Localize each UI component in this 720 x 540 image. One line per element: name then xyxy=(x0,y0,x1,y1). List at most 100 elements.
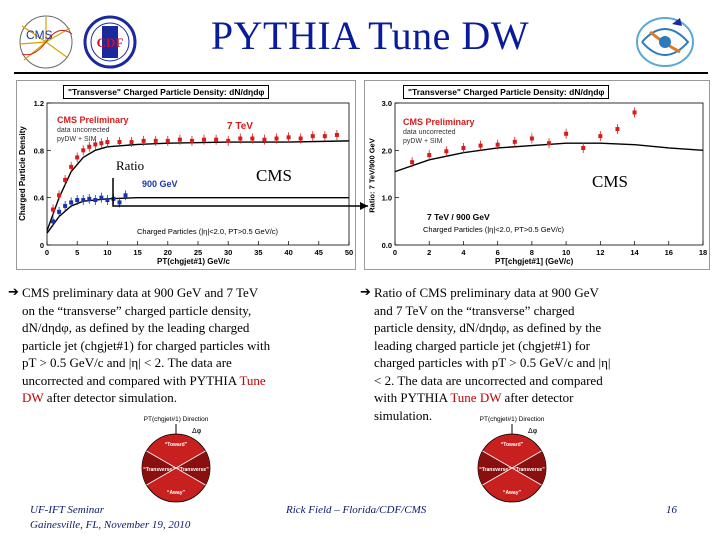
x-tick-label: 12 xyxy=(596,248,604,257)
right-bullet-line: leading charged particle jet (chgjet#1) … xyxy=(374,337,590,353)
data-point xyxy=(69,200,74,205)
right-ratio-label: 7 TeV / 900 GeV xyxy=(427,212,490,222)
transverse-region xyxy=(142,451,176,485)
data-point xyxy=(581,145,586,150)
data-point xyxy=(564,131,569,136)
data-point xyxy=(51,207,56,212)
x-tick-label: 14 xyxy=(630,248,639,257)
transverse-label: “Transverse” xyxy=(177,467,209,473)
right-bullet-line: and 7 TeV on the “transverse” charged xyxy=(374,302,575,318)
data-point xyxy=(334,132,339,137)
right-plot-title: "Transverse" Charged Particle Density: d… xyxy=(403,85,610,99)
bullet-arrow-icon: ➔ xyxy=(360,285,371,300)
data-point xyxy=(615,127,620,132)
data-point xyxy=(322,134,327,139)
left-cut-label: Charged Particles (|η|<2.0, PT>0.5 GeV/c… xyxy=(137,227,279,236)
away-label: “Away” xyxy=(167,490,185,496)
right-cut-label: Charged Particles (|η|<2.0, PT>0.5 GeV/c… xyxy=(423,225,565,234)
data-point xyxy=(427,153,432,158)
transverse-region xyxy=(478,451,512,485)
data-point xyxy=(177,137,182,142)
data-point xyxy=(117,200,122,205)
right-legend-sub2: pyDW + SIM xyxy=(403,138,443,145)
data-point xyxy=(117,140,122,145)
transverse-label: “Transverse” xyxy=(143,467,175,473)
delta-phi-label: Δφ xyxy=(528,427,538,435)
ratio-overlay-label: Ratio xyxy=(116,158,145,173)
y-tick-label: 0.8 xyxy=(34,146,44,155)
y-tick-label: 0.0 xyxy=(382,241,392,250)
right-bullet: ➔ Ratio of CMS preliminary data at 900 G… xyxy=(360,284,716,424)
right-bullet-line: charged particles with pT > 0.5 GeV/c an… xyxy=(374,355,611,370)
left-legend-sub2: pyDW + SIM xyxy=(57,136,97,143)
data-point xyxy=(478,143,483,148)
toward-label: “Toward” xyxy=(165,442,188,448)
y-tick-label: 1.2 xyxy=(34,99,44,108)
data-point xyxy=(153,138,158,143)
right-bullet-line: particle density, dN/dηdφ, as defined by… xyxy=(374,320,602,335)
data-point xyxy=(598,134,603,139)
data-point xyxy=(129,140,134,145)
data-point xyxy=(632,110,637,115)
left-bullet-tail: after detector simulation. xyxy=(43,390,177,405)
region-divider xyxy=(482,467,513,486)
delta-phi-label: Δφ xyxy=(192,427,202,435)
transverse-region xyxy=(176,451,210,485)
cms-logo-text: CMS xyxy=(26,28,53,42)
region-diagram-right: PT(chgjet#1) Direction Δφ “Toward” “Transve… xyxy=(477,416,547,503)
data-point xyxy=(512,139,517,144)
data-point xyxy=(298,136,303,141)
footer-author: Rick Field – Florida/CDF/CMS xyxy=(286,504,427,516)
data-point xyxy=(81,198,86,203)
x-tick-label: 15 xyxy=(133,248,141,257)
right-legend-prelim: CMS Preliminary xyxy=(403,117,475,127)
x-tick-label: 40 xyxy=(284,248,292,257)
data-point xyxy=(111,196,116,201)
region-divider xyxy=(511,450,542,469)
right-bullet-line: < 2. The data are uncorrected and compar… xyxy=(374,372,603,388)
left-label-7tev: 7 TeV xyxy=(227,121,253,132)
toward-label: “Toward” xyxy=(501,442,524,448)
y-tick-label: 3.0 xyxy=(382,99,392,108)
right-ylabel: Ratio: 7 TeV/900 GeV xyxy=(367,138,377,213)
right-xlabel: PT[chgjet#1] (GeV/c) xyxy=(495,257,574,266)
left-legend-sub1: data uncorrected xyxy=(57,127,110,134)
cms-overlay-left: CMS xyxy=(256,166,292,185)
cms-overlay-right: CMS xyxy=(592,172,628,191)
left-legend-prelim: CMS Preliminary xyxy=(57,115,129,125)
y-tick-label: 0 xyxy=(40,241,44,250)
x-tick-label: 45 xyxy=(315,248,323,257)
data-point xyxy=(75,198,80,203)
x-tick-label: 8 xyxy=(530,248,534,257)
left-bullet-line: dN/dηdφ, as defined by the leading charg… xyxy=(22,320,250,335)
region-divider xyxy=(511,467,542,486)
left-plot-title: "Transverse" Charged Particle Density: d… xyxy=(63,85,270,99)
x-tick-label: 0 xyxy=(393,248,397,257)
away-label: “Away” xyxy=(503,490,521,496)
y-tick-label: 1.0 xyxy=(382,194,392,203)
cdf-logo: CDF xyxy=(83,15,137,69)
data-point xyxy=(310,134,315,139)
x-tick-label: 4 xyxy=(461,248,466,257)
x-tick-label: 0 xyxy=(45,248,49,257)
region-diagram-left: PT(chgjet#1) Direction Δφ “Toward” “Transve… xyxy=(141,416,211,503)
cdf-logo-text: CDF xyxy=(97,35,124,50)
data-point xyxy=(87,144,92,149)
left-ylabel: Charged Particle Density xyxy=(17,126,27,221)
data-point xyxy=(99,141,104,146)
data-point xyxy=(105,140,110,145)
data-point xyxy=(69,164,74,169)
y-tick-label: 0.4 xyxy=(34,194,45,203)
region-divider xyxy=(175,467,206,486)
x-tick-label: 25 xyxy=(194,248,202,257)
data-point xyxy=(81,148,86,153)
right-bullet-tail2: simulation. xyxy=(374,407,433,423)
x-tick-label: 5 xyxy=(75,248,79,257)
x-tick-label: 6 xyxy=(496,248,500,257)
x-tick-label: 20 xyxy=(164,248,172,257)
data-point xyxy=(410,160,415,165)
transverse-region xyxy=(512,451,546,485)
data-point xyxy=(250,136,255,141)
left-bullet-line: pT > 0.5 GeV/c and |η| < 2. The data are xyxy=(22,355,232,370)
x-tick-label: 35 xyxy=(254,248,262,257)
